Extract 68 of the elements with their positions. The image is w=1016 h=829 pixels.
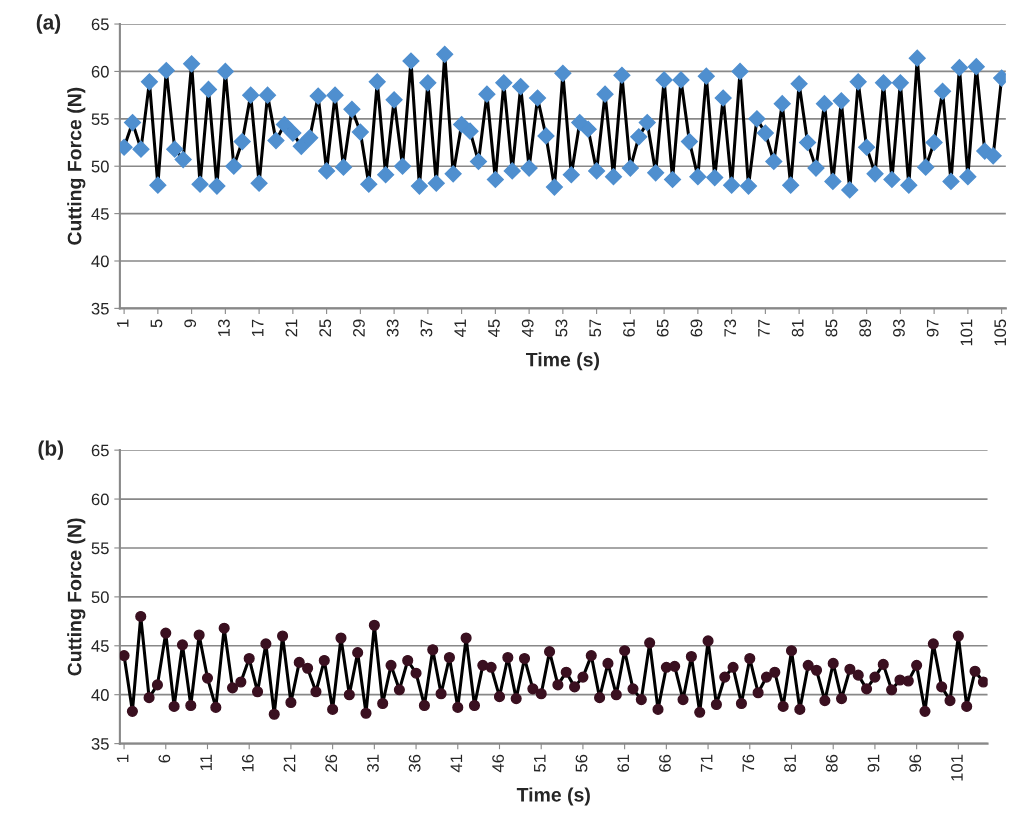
x-tick-label: 45 bbox=[488, 319, 500, 337]
x-tick-label: 85 bbox=[825, 319, 838, 337]
x-tick-label: 9 bbox=[184, 319, 197, 328]
x-tick-label: 16 bbox=[241, 754, 254, 772]
y-tick-label: 40 bbox=[91, 255, 109, 268]
y-tick-label: 35 bbox=[91, 302, 109, 315]
x-tick-label: 1 bbox=[116, 319, 129, 327]
x-tick-label: 33 bbox=[386, 319, 399, 337]
x-tick-label: 81 bbox=[791, 319, 804, 337]
x-tick-label: 61 bbox=[617, 754, 630, 772]
x-tick-label: 37 bbox=[420, 319, 433, 337]
x-tick-label: 1 bbox=[116, 754, 129, 763]
y-tick-label: 60 bbox=[91, 493, 109, 506]
y-axis-title: Cutting Force (N) bbox=[67, 518, 86, 676]
x-tick-label: 65 bbox=[656, 319, 669, 337]
x-axis-title: Time (s) bbox=[516, 787, 590, 806]
y-tick-label: 65 bbox=[91, 18, 109, 31]
x-tick-label: 26 bbox=[325, 754, 338, 772]
x-tick-label: 57 bbox=[589, 319, 602, 337]
y-tick-label: 65 bbox=[91, 444, 109, 457]
x-tick-label: 97 bbox=[926, 319, 939, 337]
x-tick-label: 61 bbox=[623, 319, 635, 337]
x-tick-label: 96 bbox=[909, 754, 922, 772]
x-tick-label: 51 bbox=[534, 754, 546, 772]
x-tick-label: 17 bbox=[251, 319, 264, 337]
x-tick-label: 46 bbox=[492, 754, 504, 773]
x-tick-label: 11 bbox=[200, 754, 212, 771]
y-tick-label: 40 bbox=[91, 689, 109, 701]
x-tick-label: 56 bbox=[575, 754, 588, 772]
x-tick-label: 31 bbox=[367, 754, 379, 772]
x-tick-label: 101 bbox=[960, 319, 973, 346]
x-tick-label: 71 bbox=[700, 754, 713, 772]
x-tick-label: 105 bbox=[994, 319, 1007, 346]
x-tick-label: 73 bbox=[724, 319, 737, 337]
text: (b) bbox=[38, 440, 64, 460]
x-tick-label: 5 bbox=[150, 319, 163, 328]
x-tick-label: 66 bbox=[659, 754, 671, 772]
x-tick-label: 13 bbox=[218, 319, 230, 337]
x-tick-label: 41 bbox=[454, 319, 466, 337]
x-tick-label: 91 bbox=[867, 754, 880, 772]
y-tick-label: 55 bbox=[91, 113, 109, 126]
y-tick-label: 45 bbox=[91, 640, 109, 652]
x-tick-label: 25 bbox=[319, 319, 332, 337]
x-tick-label: 89 bbox=[859, 319, 872, 337]
x-tick-label: 76 bbox=[742, 754, 755, 772]
x-tick-label: 36 bbox=[408, 754, 421, 772]
x-tick-label: 49 bbox=[521, 319, 534, 337]
x-tick-label: 101 bbox=[951, 754, 963, 781]
x-tick-label: 69 bbox=[690, 319, 703, 337]
y-tick-label: 50 bbox=[91, 160, 109, 173]
y-axis-title: Cutting Force (N) bbox=[67, 87, 86, 245]
x-tick-label: 6 bbox=[158, 754, 171, 763]
text: (a) bbox=[36, 14, 61, 34]
x-tick-label: 21 bbox=[285, 319, 298, 337]
y-tick-label: 55 bbox=[91, 542, 109, 555]
x-tick-label: 29 bbox=[353, 319, 365, 337]
x-tick-label: 93 bbox=[893, 319, 905, 337]
x-tick-label: 86 bbox=[825, 754, 838, 772]
x-tick-label: 21 bbox=[283, 754, 296, 772]
y-tick-label: 45 bbox=[91, 208, 109, 220]
y-tick-label: 50 bbox=[91, 591, 109, 604]
x-tick-label: 41 bbox=[450, 754, 463, 773]
x-axis-title: Time (s) bbox=[525, 352, 599, 371]
y-tick-label: 60 bbox=[91, 65, 109, 78]
x-tick-label: 53 bbox=[555, 319, 568, 337]
x-tick-label: 77 bbox=[758, 319, 770, 337]
y-tick-label: 35 bbox=[91, 738, 109, 750]
x-tick-label: 81 bbox=[784, 754, 796, 772]
